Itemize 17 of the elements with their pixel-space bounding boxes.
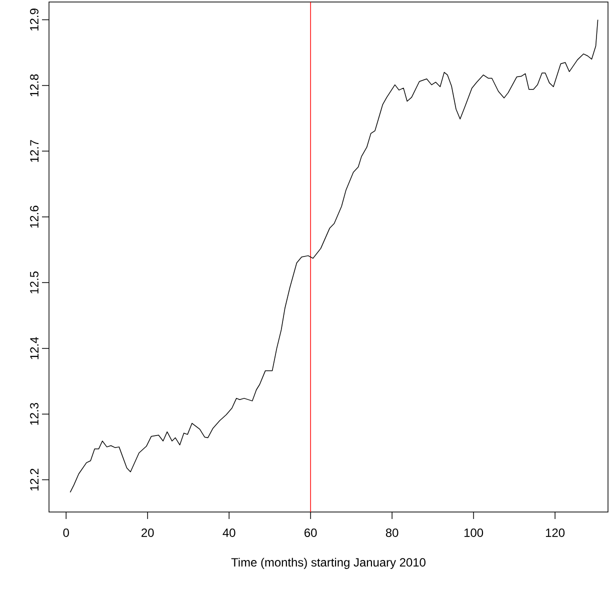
y-tick-label: 12.9 bbox=[30, 8, 38, 30]
y-tick-label: 12.4 bbox=[30, 337, 38, 360]
x-tick-label: 20 bbox=[142, 528, 154, 537]
y-tick-label: 12.5 bbox=[30, 272, 38, 294]
x-tick-label: 120 bbox=[546, 528, 565, 537]
y-tick-label: 12.8 bbox=[30, 74, 38, 96]
y-tick-label: 12.7 bbox=[30, 140, 38, 162]
y-tick-label: 12.2 bbox=[30, 468, 38, 491]
x-tick-label: 100 bbox=[464, 528, 484, 537]
x-axis-title: Time (months) starting January 2010 bbox=[231, 558, 426, 569]
x-tick-label: 60 bbox=[304, 528, 317, 537]
x-tick-label: 40 bbox=[222, 528, 236, 537]
x-tick-label: 80 bbox=[386, 528, 398, 537]
line-series bbox=[70, 19, 598, 493]
y-tick-label: 12.3 bbox=[30, 402, 38, 425]
x-tick-label: 0 bbox=[63, 528, 69, 537]
y-tick-label: 12.6 bbox=[30, 206, 38, 228]
